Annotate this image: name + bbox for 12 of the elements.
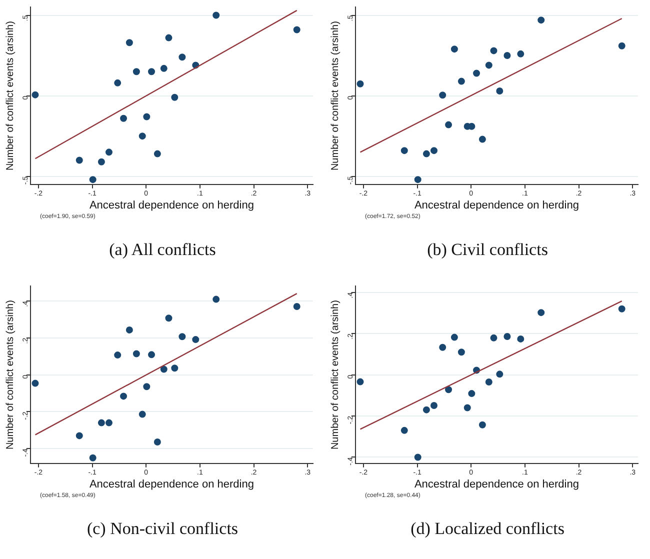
x-axis-title: Ancestral dependence on herding xyxy=(414,478,579,490)
x-axis-title: Ancestral dependence on herding xyxy=(414,199,579,212)
y-axis-title: Number of conflict events (arsinh) xyxy=(4,300,16,450)
y-axis-title: Number of conflict events (arsinh) xyxy=(4,21,16,171)
y-axis-title: Number of conflict events (arsinh) xyxy=(330,300,341,450)
text: (b) Civil conflicts xyxy=(426,240,549,260)
text: (a) All conflicts xyxy=(108,240,217,260)
y-axis-title: Number of conflict events (arsinh) xyxy=(330,21,341,171)
x-axis-title: Ancestral dependence on herding xyxy=(89,199,254,212)
text: (c) Non-civil conflicts xyxy=(86,519,240,539)
x-axis-title: Ancestral dependence on herding xyxy=(89,478,254,490)
text: (d) Localized conflicts xyxy=(410,519,566,539)
